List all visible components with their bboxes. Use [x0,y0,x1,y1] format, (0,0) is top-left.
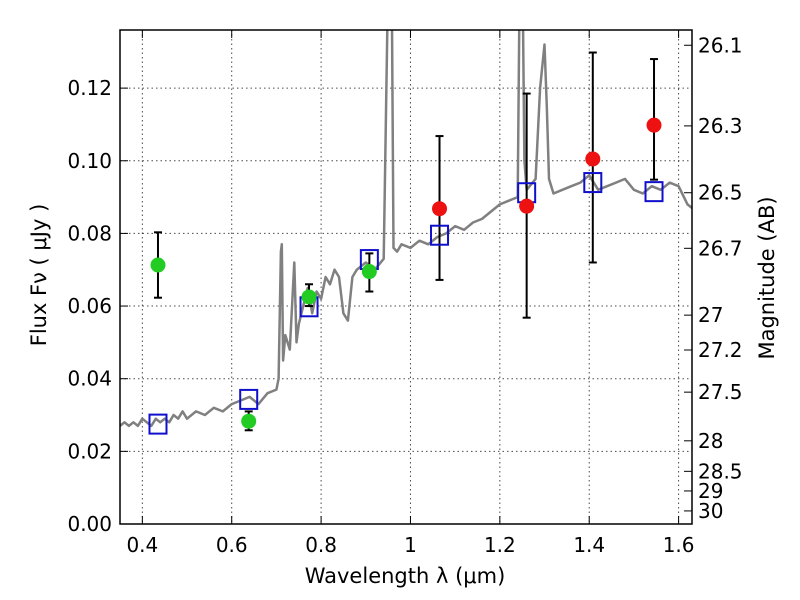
y-tick-label: 0.08 [67,221,112,245]
x-tick-label: 0.8 [305,533,337,557]
model-square-marker [644,181,664,203]
y-tick-label: 0.04 [67,367,112,391]
x-tick-label: 1.2 [484,533,516,557]
y-tick-label: 0.02 [67,439,112,463]
model-square-marker [239,388,259,410]
magnitude-tick-label: 27.2 [698,338,743,362]
magnitude-tick-label: 29 [698,479,723,503]
magnitude-tick-label: 27.5 [698,380,743,404]
green-data-point [241,413,257,429]
magnitude-tick-label: 26.1 [698,33,743,57]
magnitude-tick-label: 26.7 [698,236,743,260]
plot-frame [119,29,693,525]
error-bars [153,51,659,432]
red-data-point [519,198,535,214]
model-spectrum-line [120,30,692,428]
x-tick-label: 0.4 [126,533,158,557]
model-squares [148,172,664,435]
right-axis-label: Magnitude (AB) [755,196,779,359]
green-data-point [361,264,377,280]
y-axis-label: Flux Fν ( μJy ) [27,204,51,347]
y-tick-label: 0.10 [67,149,112,173]
magnitude-tick-label: 26.3 [698,114,743,138]
y-tick-label: 0.00 [67,512,112,536]
y-tick-label: 0.06 [67,294,112,318]
observed-points [150,117,662,429]
tick-labels: 0.4 0.6 0.8 1 1.2 1.4 1.6 0.00 0.02 0.04 0.06 0.08 0… [67,33,742,557]
red-data-point [432,201,448,217]
green-data-point [301,289,317,305]
x-tick-label: 1.6 [663,533,695,557]
magnitude-tick-label: 26.5 [698,181,743,205]
green-data-point [150,257,166,273]
axes-frame [119,29,693,525]
x-tick-label: 1 [404,533,417,557]
model-square-marker [148,413,168,435]
magnitude-tick-label: 28 [698,429,723,453]
y-tick-label: 0.12 [67,76,112,100]
red-data-point [585,151,601,167]
magnitude-tick-label: 30 [698,499,723,523]
model-square-marker [430,224,450,246]
x-axis-label: Wavelength λ (μm) [305,564,506,588]
x-tick-label: 0.6 [216,533,248,557]
magnitude-tick-label: 27 [698,303,723,327]
tick-marks [120,30,692,525]
red-data-point [646,117,662,133]
x-tick-label: 1.4 [573,533,605,557]
grid-lines [120,30,692,525]
magnitude-tick-label: 28.5 [698,459,743,483]
model-spectrum [120,30,692,428]
model-square-marker [583,172,603,194]
